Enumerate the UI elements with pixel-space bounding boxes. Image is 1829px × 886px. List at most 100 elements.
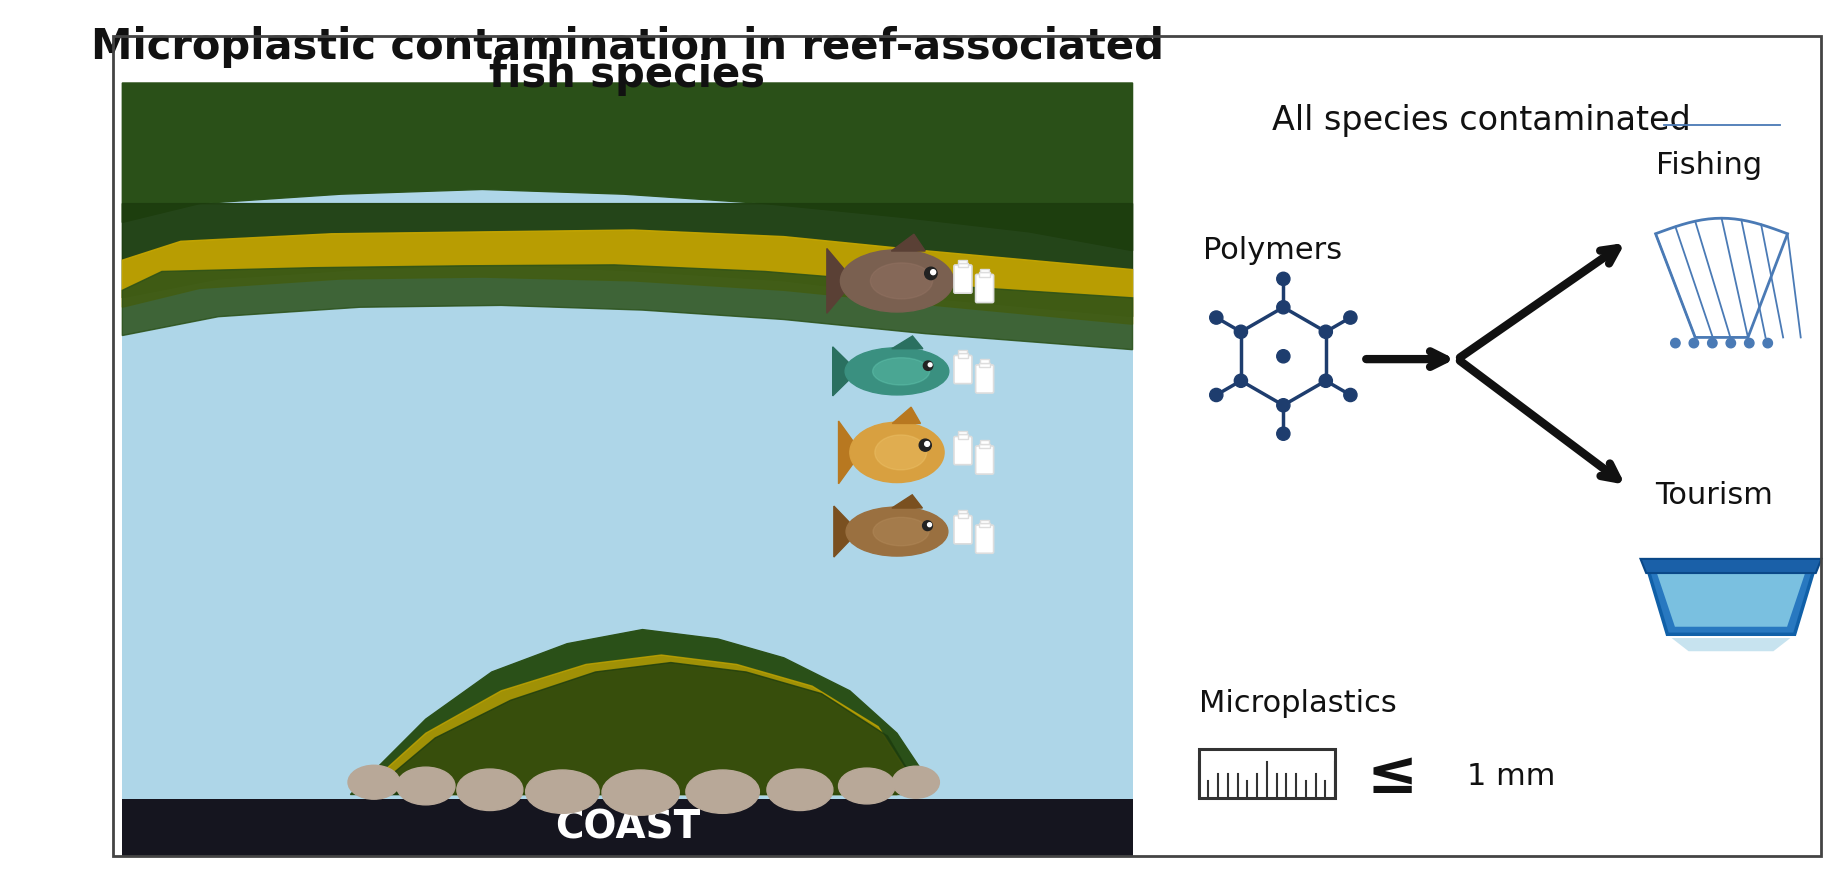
Polygon shape [834,506,858,557]
Text: fish species: fish species [490,54,766,97]
FancyBboxPatch shape [975,275,993,303]
Circle shape [1277,300,1289,314]
Bar [980,269,989,272]
Bar [958,350,968,354]
Text: Fishing: Fishing [1655,152,1761,181]
FancyBboxPatch shape [975,365,993,393]
Circle shape [920,439,931,451]
Ellipse shape [874,435,927,470]
Bar [980,440,989,444]
Bar [958,514,968,518]
Ellipse shape [397,767,455,804]
Bar [958,510,968,514]
Circle shape [1209,388,1224,401]
Bar [979,444,989,448]
Text: ≤: ≤ [1366,747,1417,806]
Circle shape [1235,325,1247,338]
Ellipse shape [457,769,523,811]
Text: Polymers: Polymers [1203,237,1342,265]
Text: COAST: COAST [554,808,701,846]
Ellipse shape [838,768,894,804]
Bar [958,260,968,263]
Circle shape [922,521,933,531]
Bar [958,431,968,434]
Circle shape [1277,427,1289,440]
FancyBboxPatch shape [955,516,971,544]
Polygon shape [379,655,907,795]
Bar [1198,750,1335,798]
Text: 1 mm: 1 mm [1467,762,1555,791]
Bar [958,434,968,439]
Bar [980,360,989,362]
Text: Tourism: Tourism [1655,481,1774,510]
Ellipse shape [893,766,940,798]
Bar [958,263,968,268]
Polygon shape [827,249,854,314]
Ellipse shape [525,770,600,813]
Circle shape [1235,374,1247,387]
Polygon shape [893,494,922,508]
Text: Microplastics: Microplastics [1198,688,1396,718]
Circle shape [1708,338,1717,348]
Circle shape [1319,374,1332,387]
Circle shape [1690,338,1699,348]
Polygon shape [893,336,924,349]
Circle shape [1344,311,1357,324]
Ellipse shape [840,250,953,312]
FancyBboxPatch shape [955,355,971,384]
Circle shape [1319,325,1332,338]
Bar [958,354,968,358]
Text: Microplastic contamination in reef-associated: Microplastic contamination in reef-assoc… [91,27,1163,68]
Ellipse shape [872,358,929,385]
FancyBboxPatch shape [975,525,993,553]
Circle shape [924,361,933,370]
Polygon shape [388,663,911,795]
Circle shape [1277,350,1289,363]
Circle shape [929,363,933,367]
Circle shape [1727,338,1736,348]
Bar [979,523,989,527]
Bar [979,272,989,276]
Polygon shape [1672,638,1791,651]
Circle shape [927,523,931,526]
Bar [123,83,1132,799]
Circle shape [1209,311,1224,324]
Polygon shape [891,234,925,251]
Polygon shape [1646,563,1816,634]
Ellipse shape [602,770,679,815]
Circle shape [1745,338,1754,348]
Circle shape [925,268,936,280]
Polygon shape [893,408,920,424]
Polygon shape [123,230,1132,324]
Circle shape [1277,272,1289,285]
Polygon shape [1641,559,1822,573]
Polygon shape [123,83,1132,251]
Text: All species contaminated: All species contaminated [1271,105,1690,137]
Polygon shape [1655,569,1807,626]
FancyBboxPatch shape [975,446,993,474]
Bar [980,519,989,523]
Ellipse shape [766,769,832,811]
Polygon shape [123,204,1132,316]
Circle shape [1670,338,1681,348]
Bar [123,799,1132,856]
Ellipse shape [847,507,947,556]
Circle shape [1344,388,1357,401]
Ellipse shape [872,517,929,546]
FancyBboxPatch shape [955,265,971,293]
Polygon shape [351,630,925,795]
Ellipse shape [686,770,759,813]
Ellipse shape [871,263,933,299]
Ellipse shape [845,348,949,395]
Polygon shape [832,346,858,396]
Polygon shape [838,421,861,484]
FancyBboxPatch shape [955,437,971,464]
Bar [979,362,989,367]
Circle shape [1763,338,1772,348]
Circle shape [1277,399,1289,412]
Circle shape [925,441,929,447]
Ellipse shape [348,766,401,799]
Circle shape [931,269,936,275]
Ellipse shape [850,423,944,483]
Polygon shape [123,265,1132,350]
